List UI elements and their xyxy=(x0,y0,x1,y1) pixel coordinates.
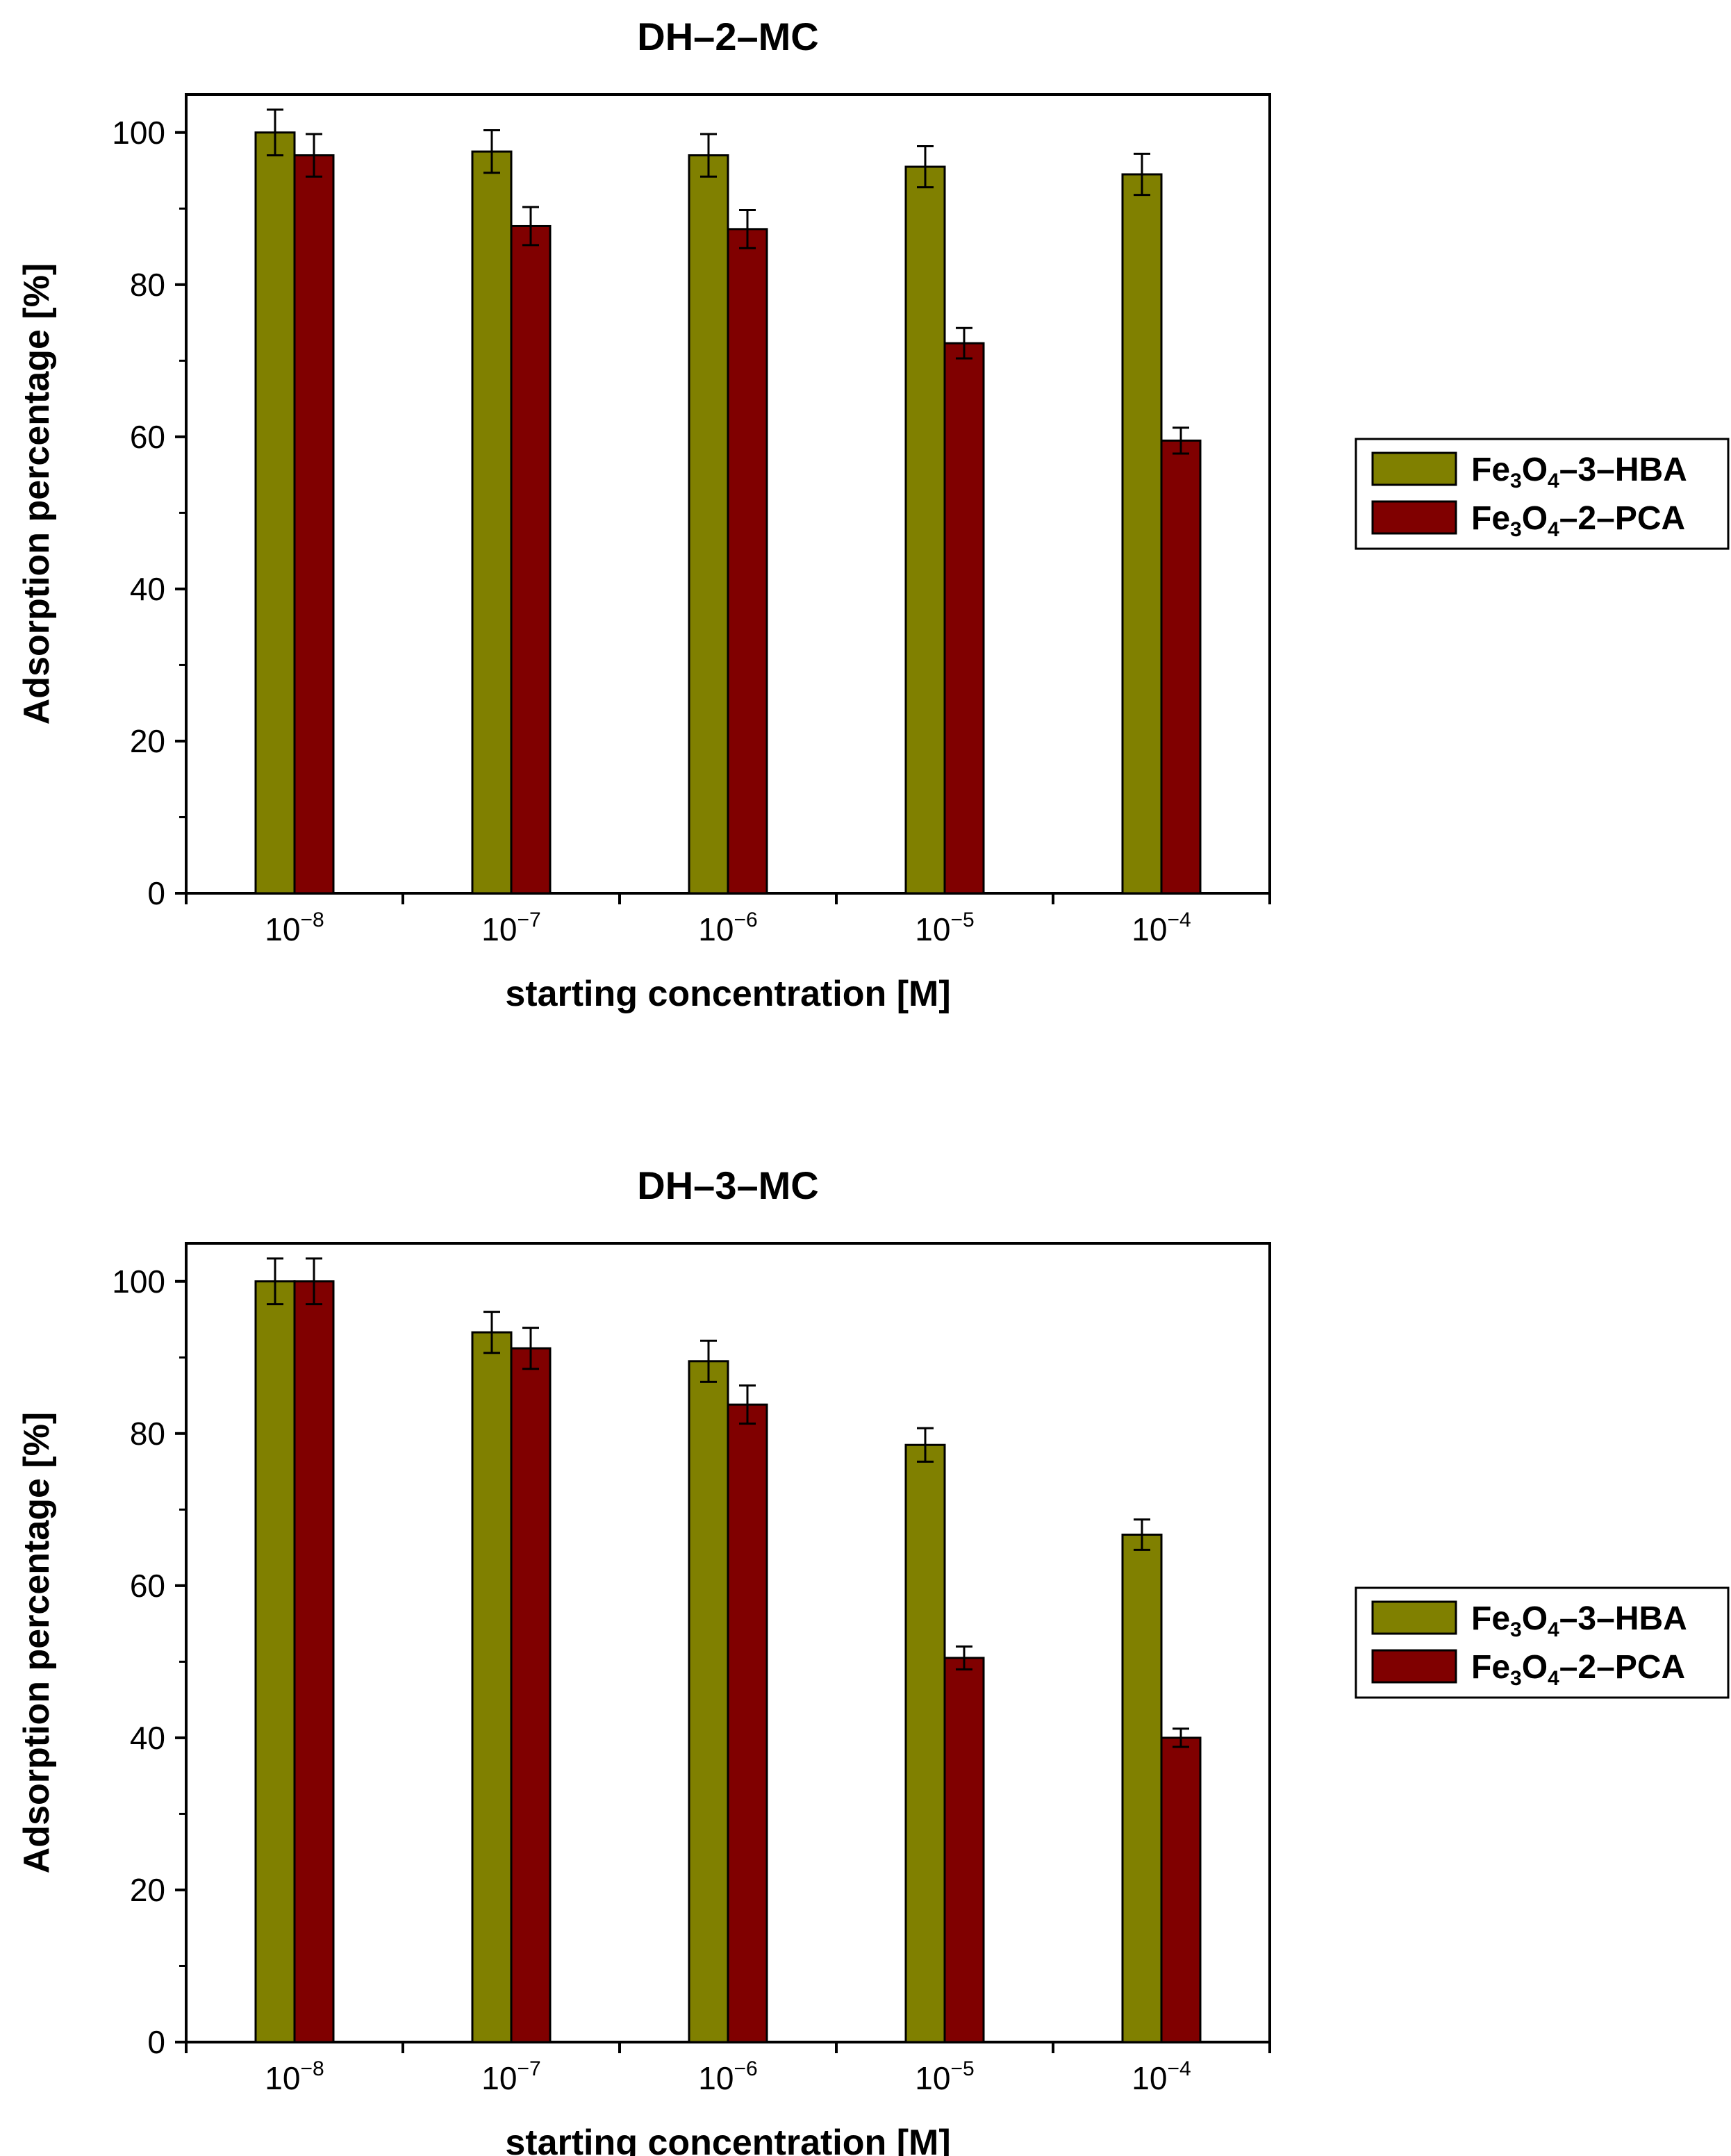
bar-pca xyxy=(727,228,768,895)
bar-hba xyxy=(471,1331,513,2043)
y-tick-label: 0 xyxy=(147,875,165,911)
legend: Fe3O4–3–HBA Fe3O4–2–PCA xyxy=(1355,1586,1730,1699)
y-tick-label: 20 xyxy=(130,1872,165,1908)
y-axis-label: Adsorption percentage [%] xyxy=(17,1412,57,1874)
x-tick-label: 10−8 xyxy=(265,909,324,947)
y-tick-label: 0 xyxy=(147,2024,165,2060)
bar-pca xyxy=(943,1657,985,2043)
legend-label-pca: Fe3O4–2–PCA xyxy=(1471,1649,1685,1690)
bar-pca xyxy=(510,1347,552,2043)
bar-pca xyxy=(943,342,985,895)
x-tick-label: 10−6 xyxy=(698,909,757,947)
chart-panel-2: DH–3–MC 0 20 40 60 80 100 10−8 10−7 10−6 10−5 10−4 s… xyxy=(17,1163,1730,2156)
bar-pca xyxy=(293,1280,335,2043)
legend-label-hba: Fe3O4–3–HBA xyxy=(1471,451,1687,492)
bar-pca xyxy=(1160,1736,1202,2043)
bar-pca xyxy=(293,154,335,895)
x-tick-label: 10−8 xyxy=(265,2057,324,2096)
legend-swatch-pca xyxy=(1371,500,1457,535)
x-tick-label: 10−7 xyxy=(481,2057,540,2096)
bar-hba xyxy=(904,1443,946,2043)
bar-hba xyxy=(471,150,513,895)
x-tick-label: 10−7 xyxy=(481,909,540,947)
y-tick-label: 40 xyxy=(130,1720,165,1756)
y-tick-label: 80 xyxy=(130,267,165,303)
y-tick-label: 40 xyxy=(130,571,165,607)
bar-hba xyxy=(904,165,946,895)
x-tick-label: 10−6 xyxy=(698,2057,757,2096)
legend: Fe3O4–3–HBA Fe3O4–2–PCA xyxy=(1355,438,1730,550)
bar-hba xyxy=(688,1360,729,2043)
y-tick-label: 100 xyxy=(112,1263,165,1300)
x-tick-label: 10−4 xyxy=(1132,2057,1191,2096)
bar-hba xyxy=(254,131,296,895)
y-tick-label: 60 xyxy=(130,1568,165,1604)
bar-hba xyxy=(254,1280,296,2043)
bar-hba xyxy=(1121,1533,1163,2043)
y-tick-label: 20 xyxy=(130,723,165,759)
legend-swatch-pca xyxy=(1371,1649,1457,1684)
y-tick-label: 60 xyxy=(130,419,165,455)
chart-title: DH–2–MC xyxy=(637,15,818,58)
x-axis-label: starting concentration [M] xyxy=(505,2123,950,2156)
bar-pca xyxy=(727,1403,768,2043)
legend-swatch-hba xyxy=(1371,1600,1457,1635)
chart-panel-1: DH–2–MC 0 20 40 60 80 100 10−8 10−7 10−6 10−5 10−4 s… xyxy=(17,15,1730,1014)
chart-title: DH–3–MC xyxy=(637,1163,818,1207)
bar-hba xyxy=(688,154,729,895)
legend-label-pca: Fe3O4–2–PCA xyxy=(1471,500,1685,541)
bar-hba xyxy=(1121,173,1163,895)
x-axis-label: starting concentration [M] xyxy=(505,974,950,1014)
bar-pca xyxy=(510,224,552,895)
y-tick-label: 80 xyxy=(130,1416,165,1452)
legend-swatch-hba xyxy=(1371,451,1457,486)
y-axis-label: Adsorption percentage [%] xyxy=(17,263,57,725)
y-tick-label: 100 xyxy=(112,115,165,151)
x-tick-label: 10−5 xyxy=(915,2057,974,2096)
x-tick-label: 10−4 xyxy=(1132,909,1191,947)
bar-pca xyxy=(1160,439,1202,895)
legend-label-hba: Fe3O4–3–HBA xyxy=(1471,1600,1687,1641)
x-tick-label: 10−5 xyxy=(915,909,974,947)
